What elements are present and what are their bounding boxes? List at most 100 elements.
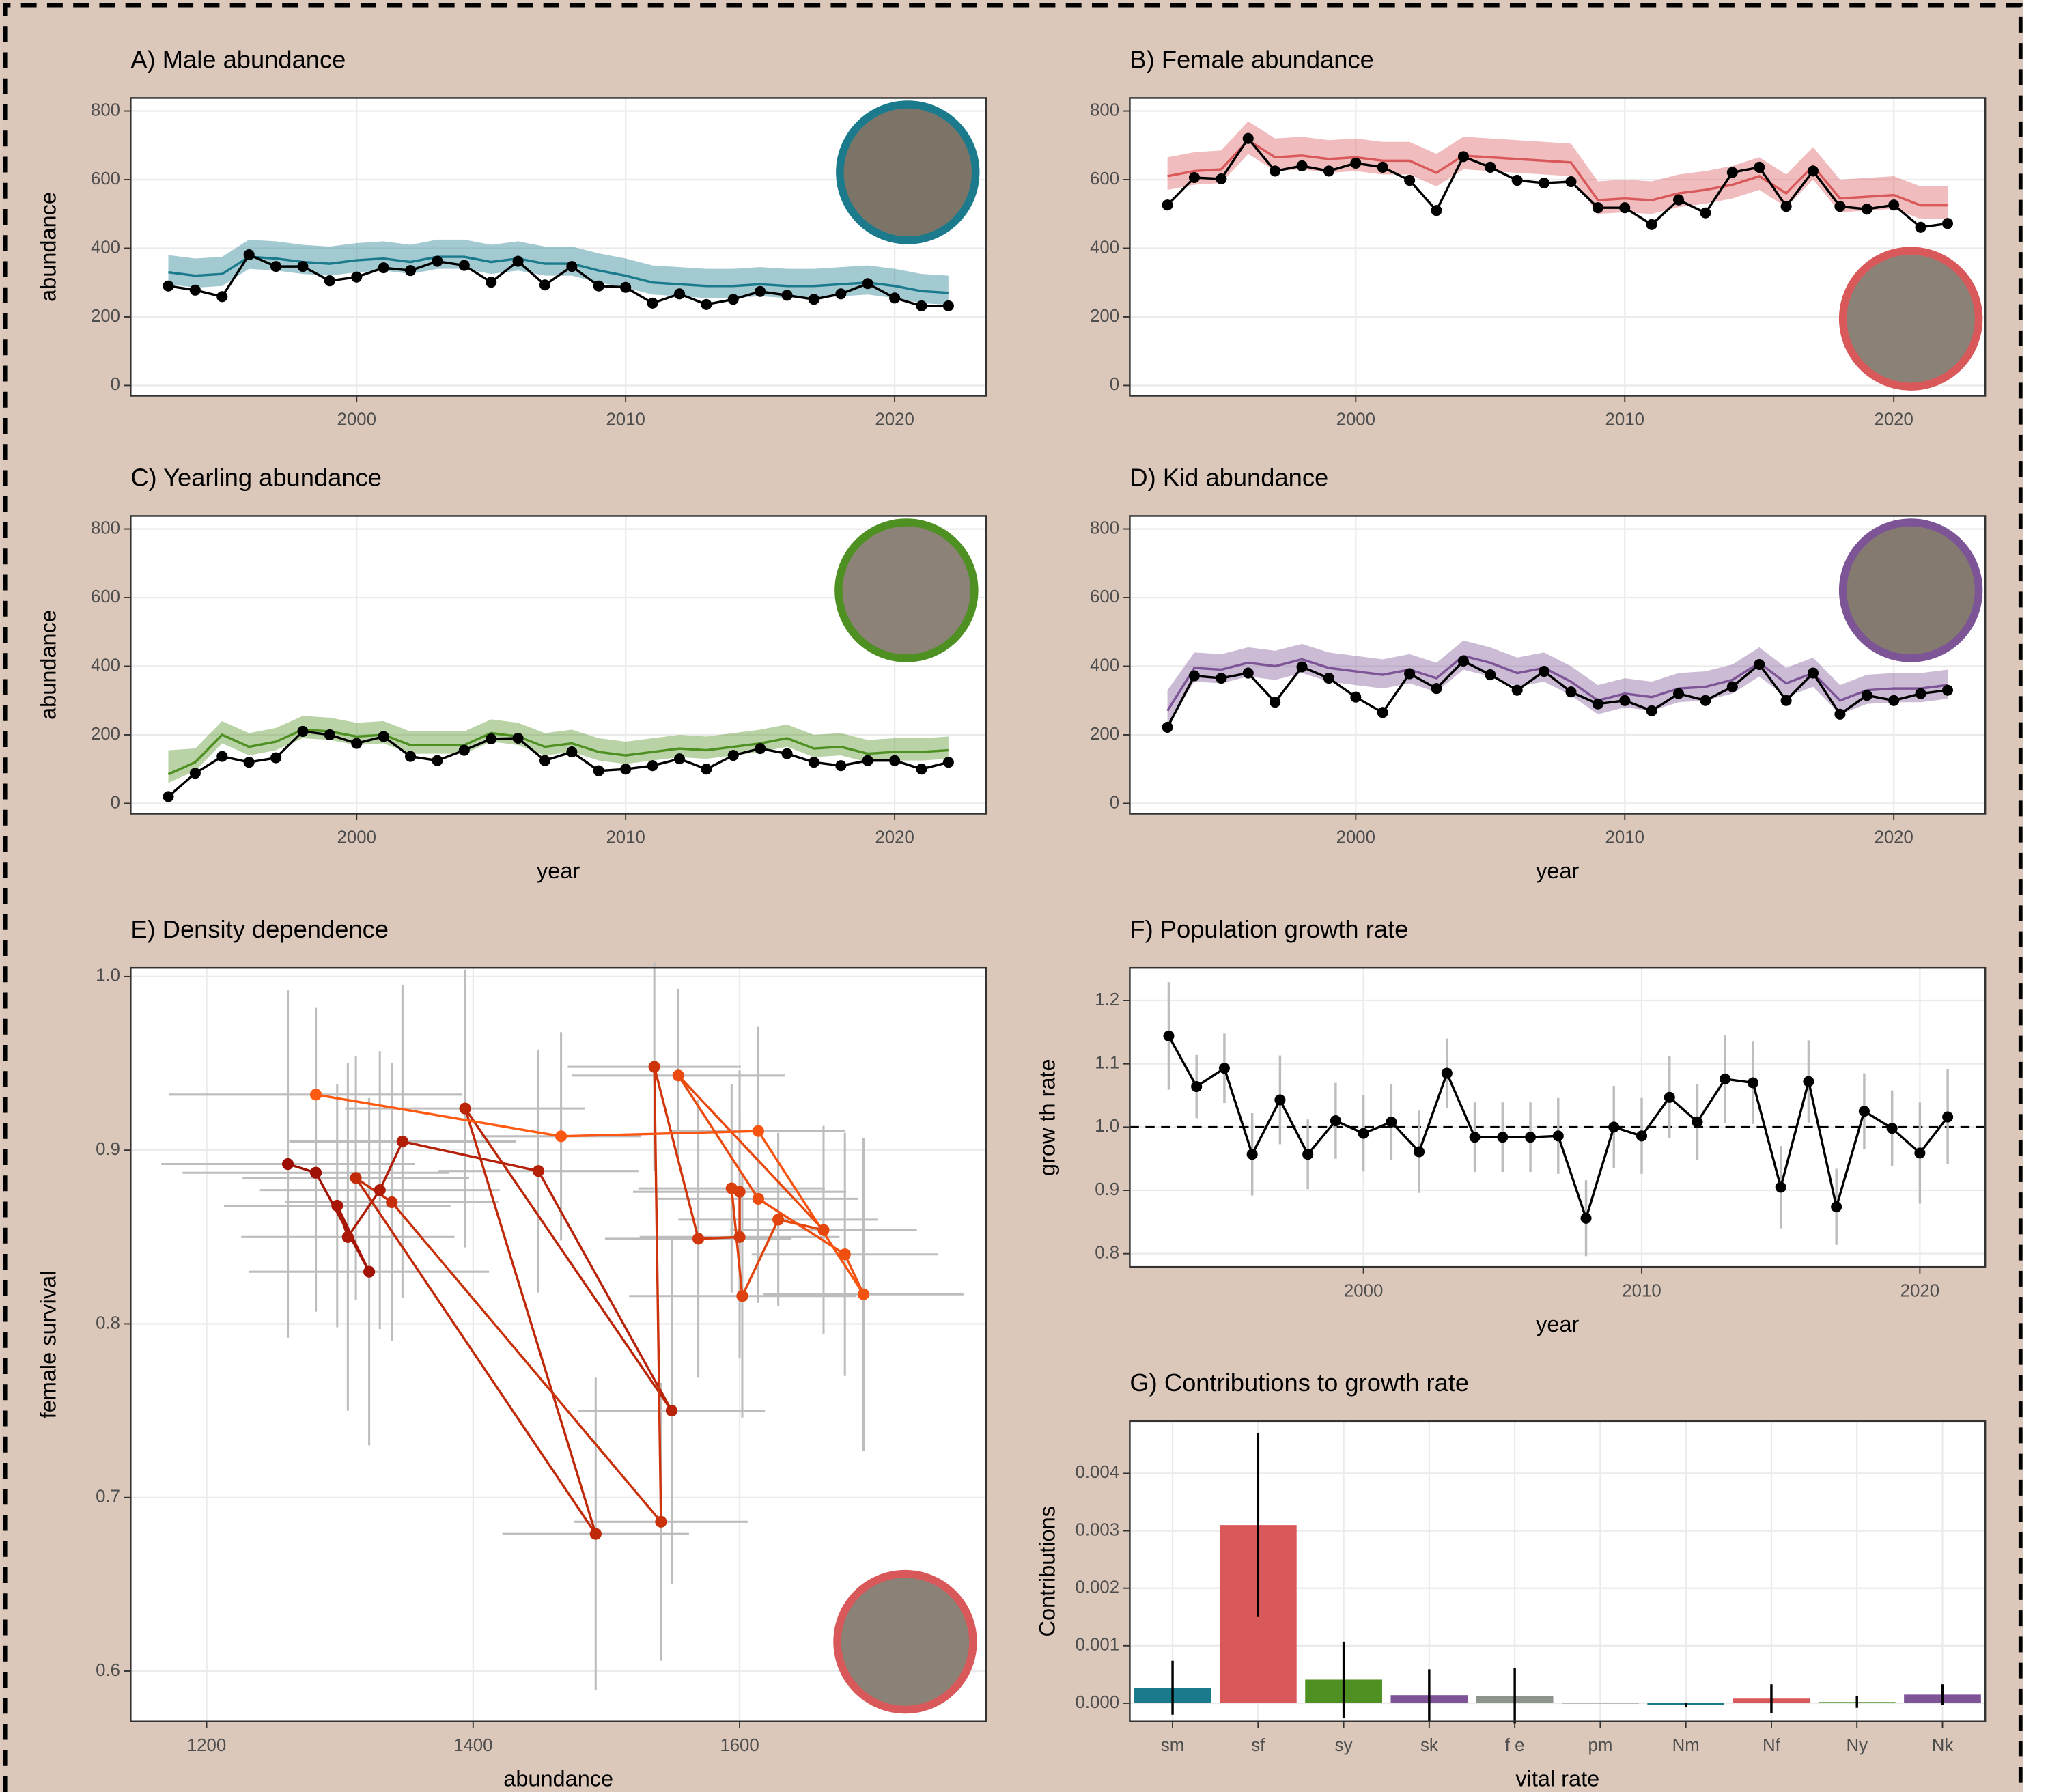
y-axis-label: Contributions — [1035, 1506, 1059, 1637]
point — [1593, 202, 1603, 213]
point — [1216, 173, 1226, 184]
panel-title: F) Population growth rate — [1130, 915, 1408, 943]
x-tick-label: sk — [1420, 1736, 1438, 1755]
point — [1377, 162, 1388, 173]
x-axis-label: year — [537, 858, 580, 883]
y-tick-label: 0.001 — [1076, 1636, 1120, 1655]
point — [1485, 669, 1496, 680]
point — [1350, 158, 1361, 169]
point — [781, 748, 792, 759]
point — [1470, 1132, 1481, 1143]
point — [753, 1125, 764, 1137]
point — [1720, 1074, 1730, 1084]
y-tick-label: 600 — [91, 587, 120, 606]
point — [513, 256, 524, 267]
point — [1646, 219, 1657, 230]
point — [432, 256, 443, 267]
point — [593, 766, 604, 776]
point — [1302, 1149, 1313, 1160]
point — [673, 1069, 684, 1081]
x-tick-label: Ny — [1846, 1736, 1868, 1755]
point — [310, 1089, 322, 1100]
y-tick-label: 600 — [1090, 587, 1119, 606]
x-tick-label: pm — [1588, 1736, 1612, 1755]
point — [1553, 1130, 1564, 1141]
point — [862, 755, 873, 766]
point — [539, 279, 550, 290]
point — [363, 1266, 375, 1278]
point — [1776, 1181, 1786, 1192]
x-axis-label: year — [1536, 858, 1579, 883]
y-tick-label: 0 — [111, 793, 120, 812]
point — [728, 750, 739, 761]
point — [351, 738, 362, 748]
point — [649, 1061, 660, 1073]
point — [324, 729, 335, 740]
x-tick-label: Nk — [1932, 1736, 1954, 1755]
point — [1862, 204, 1872, 214]
point — [1781, 695, 1792, 706]
point — [772, 1214, 784, 1225]
point — [190, 768, 201, 779]
point — [216, 291, 227, 302]
y-tick-label: 0 — [1110, 375, 1119, 394]
point — [1942, 685, 1953, 696]
point — [1565, 176, 1576, 187]
x-tick-label: sy — [1335, 1736, 1353, 1755]
y-tick-label: 800 — [1090, 100, 1119, 120]
kid-photo — [1843, 522, 1979, 658]
point — [889, 292, 900, 303]
y-tick-label: 400 — [91, 656, 120, 675]
point — [1162, 722, 1173, 733]
point — [1619, 202, 1630, 213]
point — [726, 1183, 738, 1194]
y-tick-label: 0.9 — [1095, 1180, 1119, 1199]
point — [692, 1233, 704, 1244]
point — [297, 726, 308, 737]
point — [190, 285, 201, 296]
point — [1754, 162, 1765, 173]
point — [397, 1136, 408, 1147]
y-tick-label: 800 — [1090, 518, 1119, 537]
point — [555, 1130, 567, 1142]
x-axis-label: abundance — [503, 1766, 613, 1791]
point — [1834, 709, 1845, 720]
point — [1608, 1121, 1619, 1132]
y-tick-label: 1.0 — [1095, 1117, 1119, 1136]
x-tick-label: 2010 — [606, 828, 645, 848]
point — [620, 764, 631, 774]
point — [943, 300, 954, 311]
point — [1754, 659, 1765, 670]
point — [1189, 172, 1200, 183]
point — [1377, 707, 1388, 718]
point — [282, 1158, 294, 1170]
x-tick-label: 1600 — [720, 1736, 759, 1755]
x-tick-label: 2000 — [1344, 1281, 1383, 1300]
x-tick-label: 2000 — [337, 410, 376, 430]
point — [1727, 682, 1738, 692]
x-tick-label: 1400 — [453, 1736, 492, 1755]
x-tick-label: 2020 — [1874, 410, 1913, 430]
y-tick-label: 800 — [91, 100, 120, 120]
y-tick-label: 200 — [91, 725, 120, 744]
page: {"chart_data": [ {"type": "line", "title… — [0, 0, 2048, 1792]
point — [666, 1405, 677, 1416]
y-axis-label: grow th rate — [1035, 1059, 1059, 1176]
point — [310, 1167, 322, 1179]
panel-title: B) Female abundance — [1130, 45, 1373, 73]
x-tick-label: 2020 — [1900, 1281, 1939, 1300]
point — [566, 261, 577, 272]
point — [593, 281, 604, 292]
point — [1191, 1081, 1202, 1092]
point — [835, 288, 846, 299]
point — [1539, 666, 1549, 677]
point — [459, 260, 470, 271]
x-tick-label: Nf — [1763, 1736, 1781, 1755]
point — [1431, 683, 1442, 694]
point — [809, 757, 819, 768]
point — [1636, 1130, 1647, 1141]
y-tick-label: 800 — [91, 518, 120, 537]
y-tick-label: 200 — [1090, 307, 1119, 326]
point — [1646, 705, 1657, 716]
point — [701, 299, 712, 310]
